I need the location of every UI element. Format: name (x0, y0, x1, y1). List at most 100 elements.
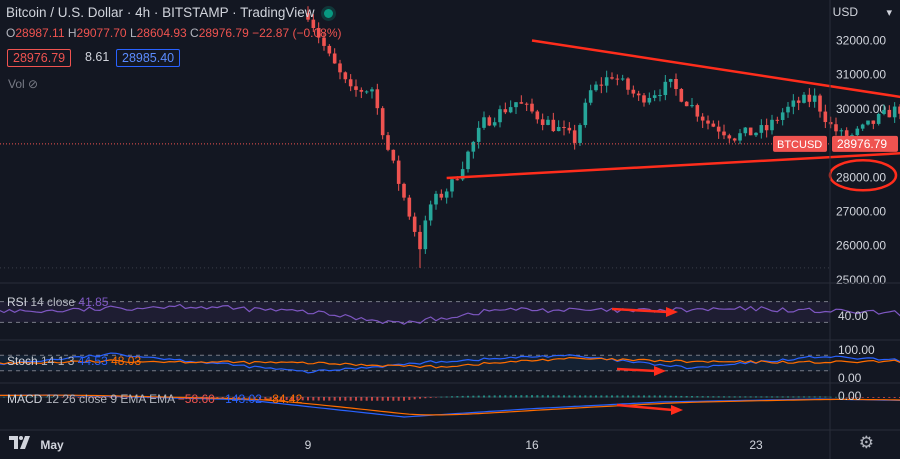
candle (706, 115, 710, 130)
macd-hist-bar (104, 397, 107, 399)
candle-body (583, 102, 588, 126)
candle (839, 128, 844, 137)
candle-body (492, 122, 497, 126)
candle (343, 71, 348, 84)
candle-body (588, 90, 593, 103)
macd-hist-bar (83, 397, 85, 398)
candle (332, 48, 337, 64)
macd-tick-label: 0.00 (838, 389, 862, 403)
candle (306, 6, 310, 22)
sell-price-box[interactable]: 28976.79 (7, 49, 72, 67)
macd-hist-bar (269, 397, 272, 400)
candle-body (876, 113, 881, 124)
volume-legend[interactable]: Vol ⊘ (8, 77, 39, 91)
macd-hist-bar (845, 397, 848, 398)
price-tick-label: 32000.00 (836, 34, 886, 48)
macd-hist-bar (739, 396, 741, 398)
candle-body (604, 77, 609, 86)
candle (562, 120, 566, 136)
candle-body (882, 109, 886, 114)
spread-value: 8.61 (85, 50, 110, 64)
candle-body (898, 106, 900, 114)
macd-signal-value: −84.42 (265, 392, 303, 406)
candle (663, 74, 668, 101)
candle (754, 132, 758, 138)
candle (892, 102, 897, 123)
candle-body (615, 78, 620, 80)
triangle-lower-line (446, 152, 900, 180)
candle-body (375, 89, 380, 109)
candle (402, 182, 406, 201)
macd-hist-bar (712, 396, 715, 398)
macd-hist-bar (461, 395, 464, 398)
candle (556, 120, 561, 132)
candle-body (631, 89, 636, 94)
macd-hist-bar (893, 397, 896, 398)
macd-hist-value: −58.60 (177, 392, 215, 406)
macd-arrow (616, 403, 674, 412)
macd-hist-bar (509, 395, 512, 398)
gear-icon[interactable]: ⚙ (858, 433, 874, 452)
candle (375, 83, 380, 115)
candle (327, 44, 332, 57)
last-price-label: 28976.79 (837, 137, 887, 151)
candle (407, 194, 412, 220)
macd-hist-bar (792, 396, 795, 398)
candle-body (567, 127, 572, 131)
macd-hist-bar (520, 395, 523, 398)
macd-hist-bar (328, 397, 331, 401)
candle (684, 101, 689, 107)
candle-body (818, 95, 822, 112)
tradingview-logo-icon[interactable] (8, 434, 32, 452)
candle-body (759, 125, 764, 133)
candle-body (860, 124, 865, 129)
macd-hist-bar (632, 395, 635, 398)
macd-hist-bar (680, 395, 683, 398)
rsi-legend[interactable]: RSI 14 close 41.85 (7, 295, 109, 309)
macd-legend[interactable]: MACD 12 26 close 9 EMA EMA −58.60 −143.0… (7, 392, 303, 406)
candle (700, 113, 705, 129)
stoch-arrow-head (654, 366, 666, 376)
candle (434, 190, 438, 210)
macd-hist-bar (851, 397, 853, 398)
macd-hist-bar (877, 397, 880, 398)
candle (647, 92, 652, 105)
candle-body (738, 133, 742, 141)
macd-hist-bar (312, 397, 315, 401)
candle-body (722, 131, 726, 136)
candle-body (476, 127, 481, 142)
macd-hist-bar (419, 397, 421, 399)
macd-hist-bar (883, 397, 885, 398)
macd-hist-bar (696, 396, 699, 398)
macd-hist-bar (541, 395, 544, 398)
candle (770, 114, 774, 135)
candle (748, 127, 753, 136)
candle-body (551, 119, 556, 132)
candle-body (546, 119, 550, 125)
candle (380, 106, 385, 140)
chevron-down-icon[interactable]: ▾ (886, 7, 892, 19)
macd-hist-bar (40, 396, 43, 398)
interval-label[interactable]: 4h (135, 5, 151, 20)
macd-hist-bar (355, 397, 357, 401)
candle-body (732, 138, 737, 141)
macd-hist-bar (280, 397, 283, 400)
candle-body (450, 179, 454, 192)
candle (519, 95, 524, 104)
low-value: 28604.93 (136, 26, 187, 40)
time-tick-label: May (40, 438, 64, 452)
candle-body (636, 93, 641, 96)
macd-hist-bar (856, 397, 859, 398)
candle (674, 73, 678, 96)
stoch-legend[interactable]: Stoch 14 1 3 44.53 48.03 (7, 354, 142, 368)
macd-hist-bar (867, 397, 869, 398)
macd-hist-bar (435, 397, 437, 398)
buy-price-box[interactable]: 28985.40 (116, 49, 181, 67)
candle (348, 74, 353, 92)
candle-body (780, 112, 785, 120)
macd-hist-bar (323, 397, 325, 401)
macd-hist-bar (584, 395, 587, 398)
currency-label[interactable]: USD (832, 5, 858, 19)
symbol-name[interactable]: Bitcoin / U.S. Dollar (6, 5, 124, 20)
